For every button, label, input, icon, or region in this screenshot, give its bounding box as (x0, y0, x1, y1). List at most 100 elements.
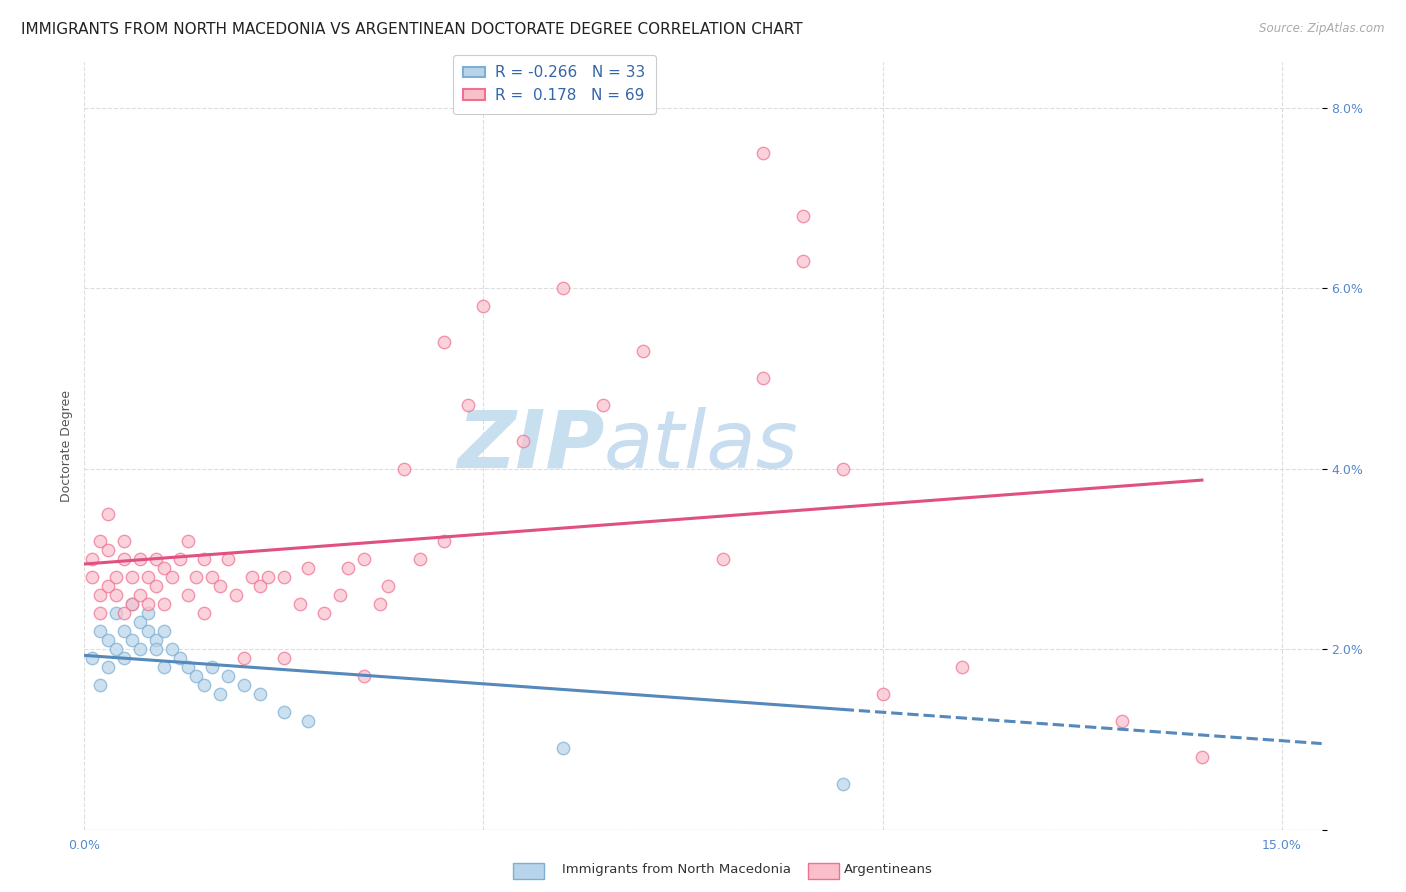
Point (177, 533, 200, 548)
Text: Immigrants from North Macedonia: Immigrants from North Macedonia (562, 863, 792, 876)
Point (1191, 750, 1213, 764)
Point (153, 624, 176, 638)
Point (377, 579, 399, 593)
Text: ZIP: ZIP (457, 407, 605, 485)
Point (82, 551, 104, 566)
Point (129, 615, 152, 629)
Point (89, 533, 111, 548)
Point (82, 570, 104, 584)
Point (145, 642, 167, 657)
Point (169, 651, 191, 665)
Point (233, 678, 256, 692)
Point (121, 633, 143, 648)
Point (89, 624, 111, 638)
Point (160, 642, 183, 657)
Point (97, 579, 120, 593)
Point (353, 669, 375, 683)
Point (136, 606, 159, 620)
Point (297, 561, 319, 575)
Point (112, 606, 135, 620)
Legend: R = -0.266   N = 33, R =  0.178   N = 69: R = -0.266 N = 33, R = 0.178 N = 69 (453, 54, 657, 114)
Point (472, 299, 495, 313)
Point (112, 624, 135, 638)
Point (153, 660, 176, 674)
Point (112, 551, 135, 566)
Point (233, 651, 256, 665)
Point (193, 678, 215, 692)
Point (89, 606, 111, 620)
Point (336, 561, 359, 575)
Point (129, 588, 152, 602)
Point (184, 669, 207, 683)
Point (136, 624, 159, 638)
Point (145, 579, 167, 593)
Point (312, 606, 335, 620)
Point (153, 597, 176, 611)
Point (89, 588, 111, 602)
Point (408, 551, 430, 566)
Point (952, 660, 974, 674)
Point (711, 551, 734, 566)
Point (121, 597, 143, 611)
Point (105, 570, 128, 584)
Point (225, 588, 247, 602)
Point (209, 579, 232, 593)
Point (432, 533, 454, 548)
Point (97, 542, 120, 557)
Point (105, 642, 128, 657)
Point (792, 254, 814, 268)
Point (392, 461, 415, 475)
Point (329, 588, 352, 602)
Point (553, 741, 575, 756)
Point (201, 660, 224, 674)
Point (792, 209, 814, 223)
Text: Source: ZipAtlas.com: Source: ZipAtlas.com (1260, 22, 1385, 36)
Point (97, 507, 120, 521)
Point (201, 570, 224, 584)
Point (97, 660, 120, 674)
Point (193, 606, 215, 620)
Point (82, 651, 104, 665)
Point (121, 570, 143, 584)
Point (631, 344, 654, 359)
Point (89, 678, 111, 692)
Point (129, 551, 152, 566)
Point (209, 687, 232, 701)
Point (136, 570, 159, 584)
Point (145, 551, 167, 566)
Point (1111, 714, 1133, 729)
Point (217, 669, 239, 683)
Point (297, 714, 319, 729)
Point (105, 606, 128, 620)
Point (177, 588, 200, 602)
Point (249, 687, 271, 701)
Point (288, 597, 311, 611)
Point (193, 551, 215, 566)
Text: IMMIGRANTS FROM NORTH MACEDONIA VS ARGENTINEAN DOCTORATE DEGREE CORRELATION CHAR: IMMIGRANTS FROM NORTH MACEDONIA VS ARGEN… (21, 22, 803, 37)
Point (160, 570, 183, 584)
Point (831, 461, 853, 475)
Point (249, 579, 271, 593)
Point (153, 561, 176, 575)
Point (592, 398, 614, 412)
Point (184, 570, 207, 584)
Point (121, 597, 143, 611)
Point (257, 570, 280, 584)
Point (353, 551, 375, 566)
Point (457, 398, 479, 412)
Point (112, 533, 135, 548)
Point (240, 570, 263, 584)
Point (368, 597, 391, 611)
Point (177, 660, 200, 674)
Point (145, 633, 167, 648)
Point (273, 651, 295, 665)
Point (273, 570, 295, 584)
Point (831, 777, 853, 791)
Point (752, 145, 775, 160)
Point (217, 551, 239, 566)
Point (752, 371, 775, 385)
Y-axis label: Doctorate Degree: Doctorate Degree (60, 390, 73, 502)
Point (432, 335, 454, 350)
Point (136, 597, 159, 611)
Text: atlas: atlas (605, 407, 799, 485)
